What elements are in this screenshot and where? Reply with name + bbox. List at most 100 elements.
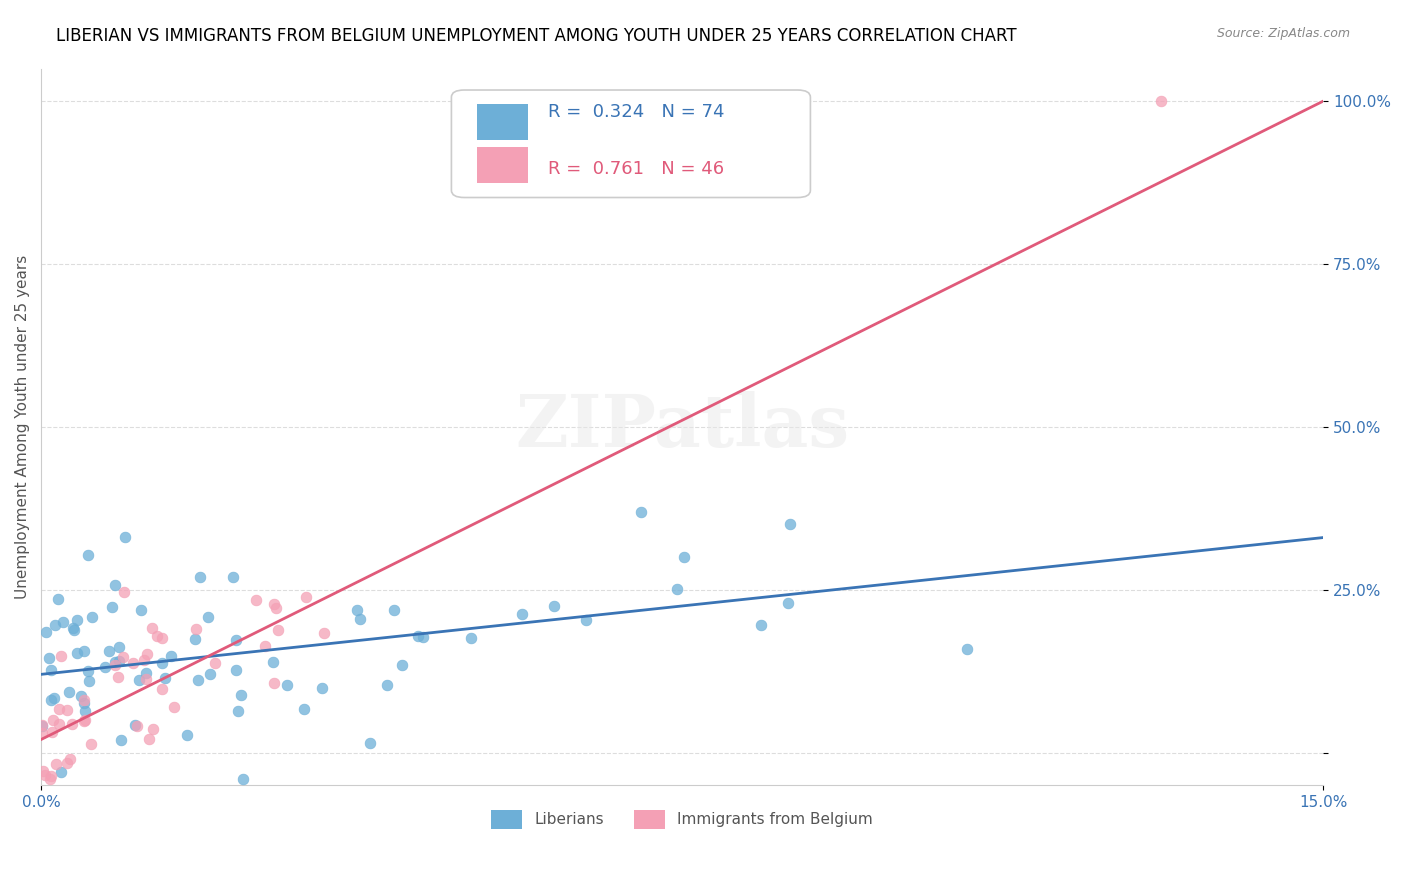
Point: [31, 764, 53, 778]
Point: [42, 713, 65, 727]
Point: [349, 612, 371, 626]
Point: [176, 728, 198, 742]
Point: [412, 631, 434, 645]
Point: [112, 584, 135, 599]
Point: [73, 697, 96, 711]
Point: [124, 718, 146, 732]
Point: [121, 656, 143, 670]
Point: [136, 648, 159, 662]
Point: [150, 682, 173, 697]
Point: [77, 673, 100, 688]
Point: [150, 657, 173, 671]
Point: [44, 618, 66, 632]
FancyBboxPatch shape: [477, 104, 529, 140]
Point: [66, 646, 89, 660]
Point: [97, 644, 120, 658]
Point: [391, 658, 413, 673]
Point: [107, 640, 129, 655]
Point: [163, 699, 186, 714]
Point: [58, 685, 80, 699]
Point: [186, 622, 208, 636]
Point: [41, 724, 63, 739]
Point: [751, 618, 773, 632]
Point: [630, 505, 652, 519]
Text: Source: ZipAtlas.com: Source: ZipAtlas.com: [1216, 27, 1350, 40]
Point: [125, 719, 148, 733]
Point: [31, 719, 53, 733]
Point: [75, 714, 97, 728]
Point: [31, 726, 53, 740]
Point: [77, 548, 100, 562]
Point: [58, 752, 80, 766]
Point: [406, 629, 429, 643]
Point: [104, 658, 127, 673]
Point: [56, 756, 79, 771]
Point: [135, 666, 157, 681]
Point: [245, 593, 267, 607]
Text: LIBERIAN VS IMMIGRANTS FROM BELGIUM UNEMPLOYMENT AMONG YOUTH UNDER 25 YEARS CORR: LIBERIAN VS IMMIGRANTS FROM BELGIUM UNEM…: [56, 27, 1017, 45]
Point: [38, 651, 60, 665]
Point: [262, 655, 284, 669]
Point: [146, 629, 169, 643]
Point: [76, 664, 98, 678]
Point: [114, 530, 136, 544]
Point: [49, 765, 72, 780]
Point: [225, 633, 247, 648]
Point: [188, 570, 211, 584]
Point: [73, 705, 96, 719]
Point: [66, 613, 89, 627]
Point: [222, 570, 245, 584]
Point: [232, 772, 254, 786]
Point: [48, 716, 70, 731]
Point: [776, 596, 799, 610]
Point: [197, 610, 219, 624]
Point: [264, 600, 287, 615]
Point: [60, 716, 83, 731]
Point: [204, 656, 226, 670]
Point: [263, 598, 285, 612]
Point: [253, 639, 276, 653]
Point: [82, 609, 104, 624]
Y-axis label: Unemployment Among Youth under 25 years: Unemployment Among Youth under 25 years: [15, 255, 30, 599]
Point: [359, 736, 381, 750]
Point: [39, 663, 62, 677]
Point: [49, 648, 72, 663]
Point: [153, 671, 176, 685]
Point: [72, 693, 94, 707]
Point: [135, 672, 157, 686]
Point: [48, 701, 70, 715]
Point: [94, 660, 117, 674]
Point: [104, 578, 127, 592]
Point: [673, 550, 696, 565]
Point: [42, 690, 65, 705]
Point: [141, 621, 163, 635]
Text: R =  0.761   N = 46: R = 0.761 N = 46: [547, 160, 724, 178]
Text: ZIPatlas: ZIPatlas: [515, 392, 849, 462]
Point: [575, 613, 598, 627]
Point: [73, 644, 96, 658]
Point: [39, 693, 62, 707]
FancyBboxPatch shape: [451, 90, 810, 197]
Point: [138, 732, 160, 747]
Point: [187, 673, 209, 687]
Text: R =  0.324   N = 74: R = 0.324 N = 74: [547, 103, 724, 120]
Point: [107, 669, 129, 683]
Point: [512, 607, 534, 621]
Point: [142, 722, 165, 736]
Point: [62, 621, 84, 635]
Point: [131, 603, 153, 617]
Legend: Liberians, Immigrants from Belgium: Liberians, Immigrants from Belgium: [485, 804, 879, 835]
Point: [665, 582, 688, 597]
Point: [45, 756, 67, 771]
Point: [70, 690, 93, 704]
Point: [34, 768, 56, 782]
Point: [956, 641, 979, 656]
Point: [39, 769, 62, 783]
Point: [1150, 94, 1173, 108]
Point: [52, 615, 75, 629]
Point: [225, 663, 247, 677]
Point: [111, 649, 134, 664]
Point: [295, 590, 318, 604]
Point: [184, 632, 207, 647]
Point: [267, 624, 290, 638]
